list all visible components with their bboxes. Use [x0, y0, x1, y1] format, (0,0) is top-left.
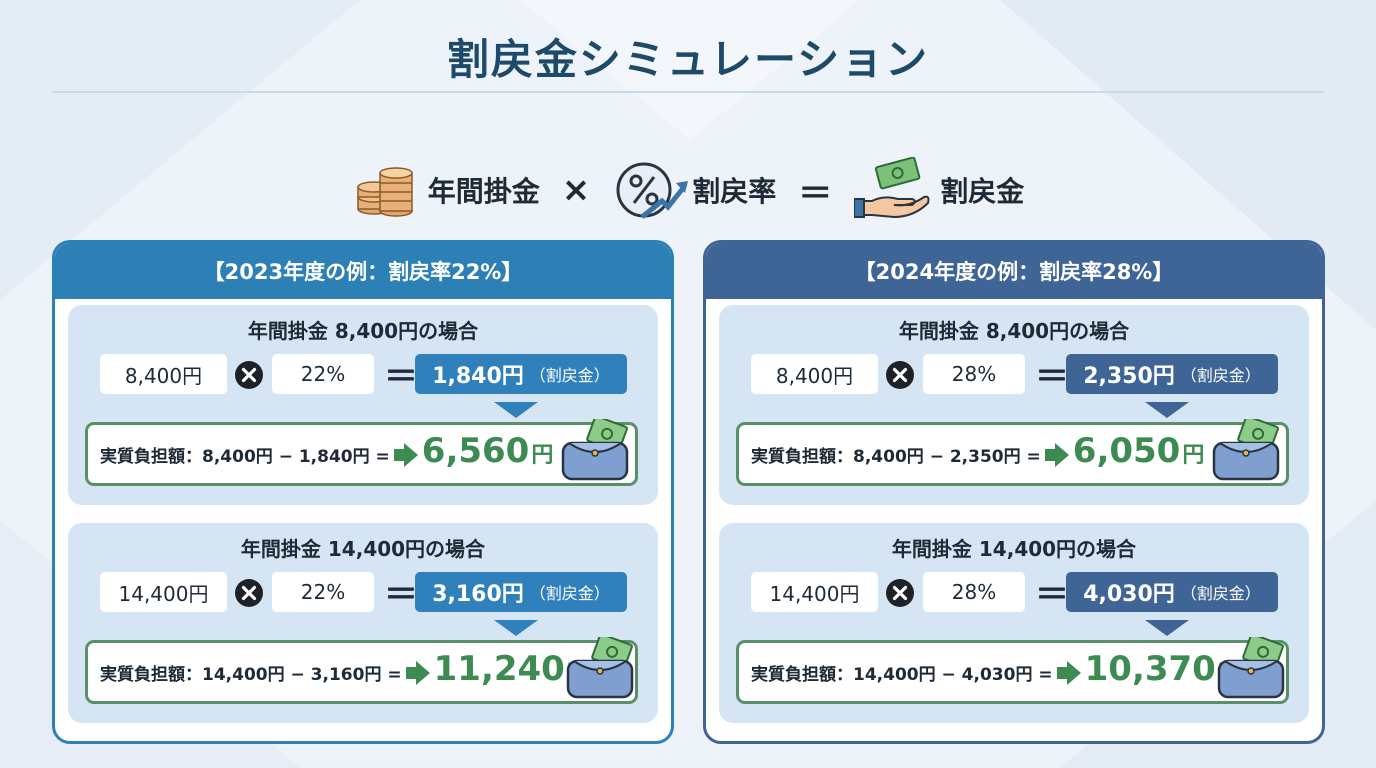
formula-term-rate: 割戻率: [612, 157, 776, 223]
net-value-unit: 円: [531, 443, 554, 468]
wallet-icon: [566, 637, 634, 699]
multiply-icon: [235, 361, 263, 389]
refund-rate-box: 28%: [923, 572, 1025, 612]
right-arrow-icon: [1044, 443, 1069, 467]
net-value-number: 6,560: [421, 431, 530, 471]
refund-value: 2,350円: [1083, 364, 1175, 389]
net-value-number: 6,050: [1072, 431, 1181, 471]
multiply-icon: [235, 579, 263, 607]
net-burden-box: 実質負担額：8,400円 − 1,840円 = 6,560 円: [85, 419, 638, 486]
net-burden-box: 実質負担額：14,400円 − 4,030円 = 10,370円: [736, 637, 1289, 704]
right-arrow-icon: [393, 443, 418, 467]
formula-term-annual: 年間掛金: [352, 157, 540, 223]
net-burden-box: 実質負担額：8,400円 − 2,350円 = 6,050 円: [736, 419, 1289, 486]
formula-term3: 割戻金: [940, 175, 1025, 208]
net-value-number: 11,240: [433, 649, 565, 689]
net-burden-value: 6,560 円: [422, 425, 554, 483]
refund-result-box: 3,160円 （割戻金）: [415, 572, 627, 612]
equals-sign: ＝: [384, 575, 418, 615]
net-burden-value: 6,050 円: [1073, 425, 1205, 483]
annual-amount-box: 14,400円: [751, 572, 878, 612]
net-value-unit: 円: [1182, 443, 1205, 468]
refund-result-box: 4,030円 （割戻金）: [1066, 572, 1278, 612]
title-divider: [52, 91, 1324, 93]
panel-2023: 【2023年度の例：割戻率22%】 年間掛金 8,400円の場合 8,400円 …: [52, 240, 674, 744]
panel-header: 【2024年度の例：割戻率28%】: [706, 243, 1322, 299]
case-title: 年間掛金 8,400円の場合: [898, 319, 1130, 343]
net-burden-label: 実質負担額：14,400円 − 3,160円 =: [100, 664, 402, 685]
wallet-icon: [562, 419, 629, 481]
refund-suffix: （割戻金）: [529, 584, 610, 603]
multiply-icon: [886, 361, 914, 389]
case-title: 年間掛金 14,400円の場合: [891, 537, 1137, 561]
formula-times: ×: [561, 170, 591, 210]
wallet-icon: [1213, 419, 1280, 481]
case-card: 年間掛金 14,400円の場合 14,400円 28% ＝ 4,030円 （割戻…: [719, 523, 1309, 723]
right-arrow-icon: [405, 661, 430, 685]
annual-amount-box: 14,400円: [100, 572, 227, 612]
coin-stack-icon: [356, 167, 413, 217]
equals-sign: ＝: [384, 357, 418, 397]
refund-suffix: （割戻金）: [1180, 366, 1261, 385]
formula-row: 年間掛金 × 割戻率 ＝ 割戻金: [0, 150, 1376, 230]
refund-suffix: （割戻金）: [529, 366, 610, 385]
equals-sign: ＝: [1035, 357, 1069, 397]
formula-term1: 年間掛金: [427, 175, 540, 208]
case-card: 年間掛金 8,400円の場合 8,400円 28% ＝ 2,350円 （割戻金）…: [719, 305, 1309, 505]
formula-equals: ＝: [798, 173, 833, 214]
case-card: 年間掛金 8,400円の場合 8,400円 22% ＝ 1,840円 （割戻金）…: [68, 305, 658, 505]
equals-sign: ＝: [1035, 575, 1069, 615]
right-arrow-icon: [1056, 661, 1081, 685]
formula-term2: 割戻率: [692, 175, 777, 208]
refund-result-box: 1,840円 （割戻金）: [415, 354, 627, 394]
percent-growth-icon: [616, 162, 689, 219]
money-hand-icon: [854, 157, 930, 219]
refund-rate-box: 22%: [272, 354, 374, 394]
refund-value: 3,160円: [432, 582, 524, 607]
case-card: 年間掛金 14,400円の場合 14,400円 22% ＝ 3,160円 （割戻…: [68, 523, 658, 723]
formula-term-refund: 割戻金: [854, 157, 1024, 223]
down-triangle-icon: [1145, 402, 1189, 418]
refund-rate-box: 22%: [272, 572, 374, 612]
down-triangle-icon: [1145, 620, 1189, 636]
wallet-icon: [1217, 637, 1285, 699]
panel-header: 【2023年度の例：割戻率22%】: [55, 243, 671, 299]
page-title: 割戻金シミュレーション: [446, 35, 930, 84]
annual-amount-box: 8,400円: [751, 354, 878, 394]
refund-suffix: （割戻金）: [1180, 584, 1261, 603]
refund-rate-box: 28%: [923, 354, 1025, 394]
down-triangle-icon: [494, 620, 538, 636]
annual-amount-box: 8,400円: [100, 354, 227, 394]
case-title: 年間掛金 14,400円の場合: [240, 537, 486, 561]
down-triangle-icon: [494, 402, 538, 418]
case-title: 年間掛金 8,400円の場合: [247, 319, 479, 343]
net-burden-label: 実質負担額：8,400円 − 1,840円 =: [100, 446, 390, 467]
net-burden-label: 実質負担額：14,400円 − 4,030円 =: [751, 664, 1053, 685]
refund-value: 1,840円: [432, 364, 524, 389]
panel-2024: 【2024年度の例：割戻率28%】 年間掛金 8,400円の場合 8,400円 …: [703, 240, 1325, 744]
refund-result-box: 2,350円 （割戻金）: [1066, 354, 1278, 394]
net-burden-label: 実質負担額：8,400円 − 2,350円 =: [751, 446, 1041, 467]
net-burden-box: 実質負担額：14,400円 − 3,160円 = 11,240円: [85, 637, 638, 704]
multiply-icon: [886, 579, 914, 607]
refund-value: 4,030円: [1083, 582, 1175, 607]
net-value-number: 10,370: [1084, 649, 1216, 689]
